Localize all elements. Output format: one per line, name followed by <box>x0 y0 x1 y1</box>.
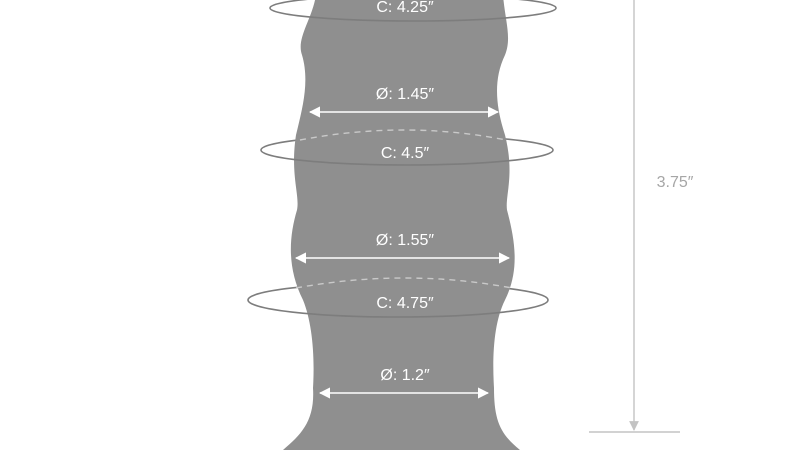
diameter-middle-label: Ø: 1.55″ <box>376 232 434 249</box>
circumference-top-label: C: 4.25″ <box>376 0 434 16</box>
circumference-middle-label: C: 4.5″ <box>381 145 430 162</box>
ring-fronts <box>247 7 557 318</box>
diameter-neck-label: Ø: 1.2″ <box>380 367 430 384</box>
ring-middle-front <box>260 149 554 166</box>
ring-lower-front <box>247 299 549 318</box>
height-dimension: 3.75″ <box>589 0 704 433</box>
dashed-lower <box>295 277 513 289</box>
ring-top-back <box>269 0 557 9</box>
circumference-lower-label: C: 4.75″ <box>376 295 434 312</box>
diameter-upper-label: Ø: 1.45″ <box>376 86 434 103</box>
shape-labels: C: 4.25″ Ø: 1.45″ C: 4.5″ Ø: 1.55″ C: 4.… <box>376 0 434 384</box>
ring-top-front <box>269 7 557 22</box>
height-label: 3.75″ <box>657 174 694 191</box>
dashed-middle <box>299 129 507 141</box>
height-label-backdrop <box>646 170 704 192</box>
diameter-arrows <box>294 106 511 399</box>
dashed-contours <box>295 129 513 289</box>
